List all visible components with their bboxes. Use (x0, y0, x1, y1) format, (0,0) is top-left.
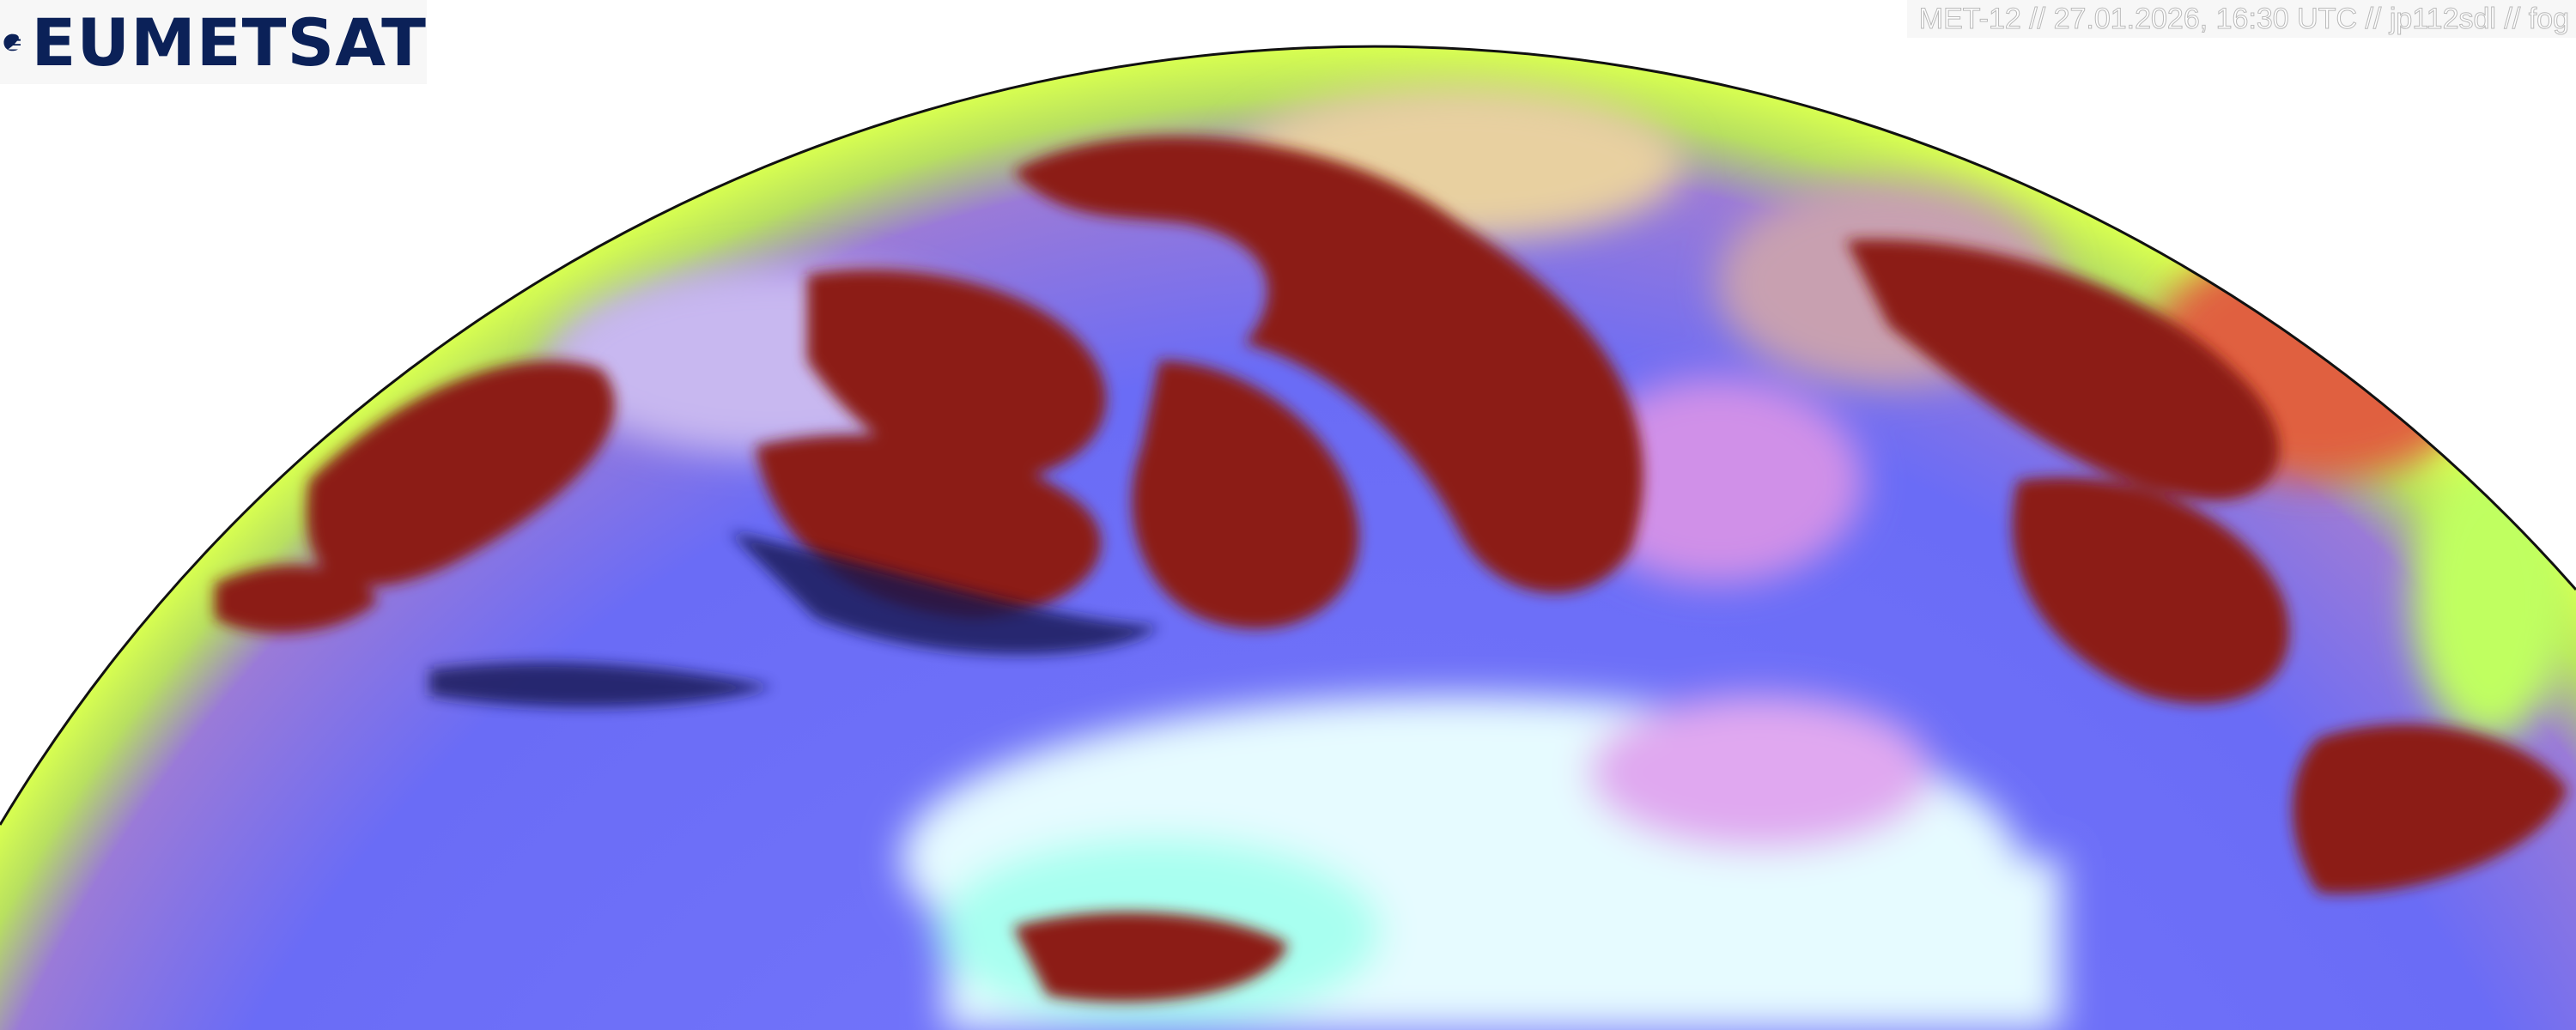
eumetsat-globe-icon (3, 33, 21, 52)
image-caption: MET-12 // 27.01.2026, 16:30 UTC // jp112… (1906, 0, 2576, 38)
eumetsat-logo: EUMETSAT (0, 0, 427, 84)
earth-limb (0, 45, 2576, 826)
logo-text: EUMETSAT (31, 3, 427, 81)
